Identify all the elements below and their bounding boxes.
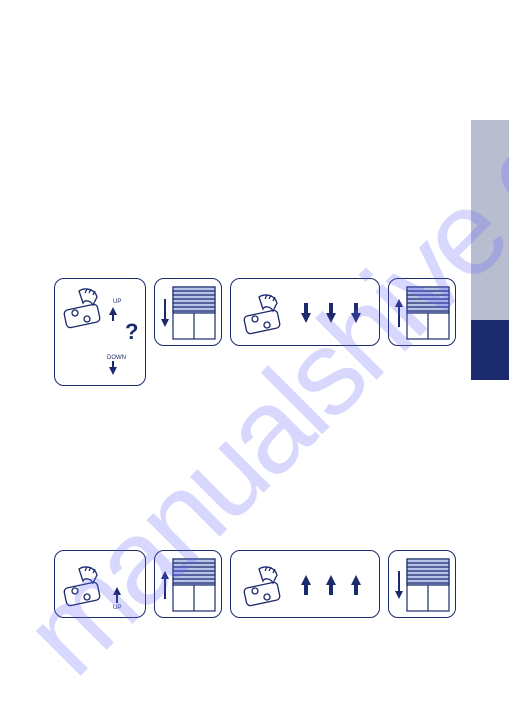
hand-press-icon xyxy=(244,295,281,334)
hand-press-icon xyxy=(64,567,101,606)
up-arrow-icon xyxy=(113,587,121,603)
panel-shutter-down-sm xyxy=(388,550,456,618)
side-bars xyxy=(471,120,509,380)
panel-shutter-down xyxy=(154,278,222,346)
panel-shutter-up xyxy=(388,278,456,346)
sidebar-dark xyxy=(471,320,509,380)
panel-shutter-up-sm xyxy=(154,550,222,618)
instruction-row-2: UP xyxy=(54,550,456,618)
panel-remote-up: UP xyxy=(54,550,146,618)
instruction-row-1: UP ? DOWN xyxy=(54,278,456,386)
up-label: UP xyxy=(113,605,121,611)
down-arrow-icon xyxy=(161,299,169,327)
panel-remote-updown: UP ? DOWN xyxy=(54,278,146,386)
three-down-arrows-icon xyxy=(301,303,361,323)
question-mark: ? xyxy=(125,319,138,344)
down-arrow-icon xyxy=(395,571,403,599)
hand-press-icon xyxy=(64,289,101,328)
up-arrow-icon xyxy=(161,571,169,599)
shutter-icon xyxy=(173,287,215,339)
sidebar-light xyxy=(471,120,509,320)
shutter-icon xyxy=(173,559,215,611)
hand-press-icon xyxy=(244,567,281,606)
up-arrow-icon xyxy=(395,299,403,327)
down-label: DOWN xyxy=(107,355,126,361)
panel-remote-threedown xyxy=(230,278,380,346)
up-arrow-icon xyxy=(109,307,117,321)
down-arrow-icon xyxy=(109,361,117,375)
panel-remote-threeup xyxy=(230,550,380,618)
three-up-arrows-icon xyxy=(301,575,361,595)
up-label: UP xyxy=(113,299,121,305)
shutter-icon xyxy=(407,287,449,339)
shutter-icon xyxy=(407,559,449,611)
